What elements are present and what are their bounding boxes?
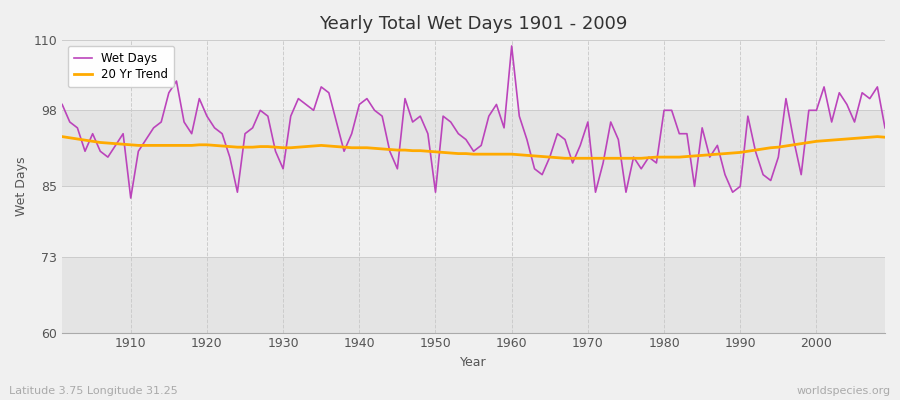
Wet Days — [514, 114, 525, 118]
Bar — [62, 110, 885, 186]
Wet Days — [125, 196, 136, 200]
Wet Days — [57, 102, 68, 107]
Text: worldspecies.org: worldspecies.org — [796, 386, 891, 396]
Wet Days — [521, 137, 532, 142]
Wet Days — [118, 131, 129, 136]
20 Yr Trend — [499, 152, 509, 156]
Y-axis label: Wet Days: Wet Days — [15, 156, 28, 216]
20 Yr Trend — [507, 152, 517, 156]
20 Yr Trend — [879, 135, 890, 140]
20 Yr Trend — [118, 142, 129, 147]
Bar — [62, 40, 885, 110]
X-axis label: Year: Year — [460, 356, 487, 369]
20 Yr Trend — [331, 144, 342, 149]
20 Yr Trend — [560, 156, 571, 161]
Legend: Wet Days, 20 Yr Trend: Wet Days, 20 Yr Trend — [68, 46, 174, 87]
Wet Days — [613, 137, 624, 142]
Wet Days — [293, 96, 304, 101]
Bar — [62, 186, 885, 256]
Line: 20 Yr Trend: 20 Yr Trend — [62, 137, 885, 158]
Bar — [62, 256, 885, 332]
Line: Wet Days: Wet Days — [62, 46, 885, 198]
Wet Days — [507, 44, 517, 48]
20 Yr Trend — [606, 156, 616, 161]
Wet Days — [879, 126, 890, 130]
Wet Days — [338, 149, 349, 154]
20 Yr Trend — [285, 145, 296, 150]
Title: Yearly Total Wet Days 1901 - 2009: Yearly Total Wet Days 1901 - 2009 — [320, 15, 628, 33]
20 Yr Trend — [57, 134, 68, 139]
Text: Latitude 3.75 Longitude 31.25: Latitude 3.75 Longitude 31.25 — [9, 386, 178, 396]
